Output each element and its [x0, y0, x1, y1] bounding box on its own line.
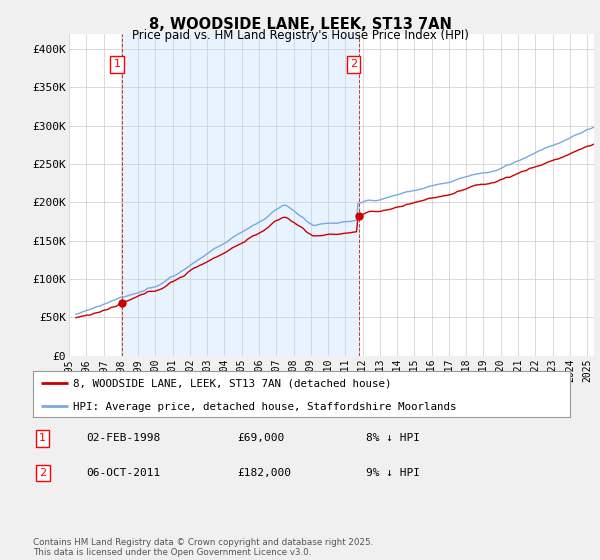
- Text: 8, WOODSIDE LANE, LEEK, ST13 7AN: 8, WOODSIDE LANE, LEEK, ST13 7AN: [149, 17, 451, 32]
- Text: HPI: Average price, detached house, Staffordshire Moorlands: HPI: Average price, detached house, Staf…: [73, 402, 457, 412]
- Text: Price paid vs. HM Land Registry's House Price Index (HPI): Price paid vs. HM Land Registry's House …: [131, 29, 469, 42]
- Text: 2: 2: [350, 59, 357, 69]
- Text: 02-FEB-1998: 02-FEB-1998: [87, 433, 161, 444]
- Text: Contains HM Land Registry data © Crown copyright and database right 2025.
This d: Contains HM Land Registry data © Crown c…: [33, 538, 373, 557]
- Text: £69,000: £69,000: [237, 433, 284, 444]
- Text: 8% ↓ HPI: 8% ↓ HPI: [366, 433, 420, 444]
- Text: 8, WOODSIDE LANE, LEEK, ST13 7AN (detached house): 8, WOODSIDE LANE, LEEK, ST13 7AN (detach…: [73, 379, 392, 389]
- Text: 1: 1: [113, 59, 121, 69]
- Text: £182,000: £182,000: [237, 468, 291, 478]
- Text: 2: 2: [39, 468, 46, 478]
- Text: 1: 1: [39, 433, 46, 444]
- Bar: [122, 34, 359, 356]
- Text: 06-OCT-2011: 06-OCT-2011: [87, 468, 161, 478]
- Text: 9% ↓ HPI: 9% ↓ HPI: [366, 468, 420, 478]
